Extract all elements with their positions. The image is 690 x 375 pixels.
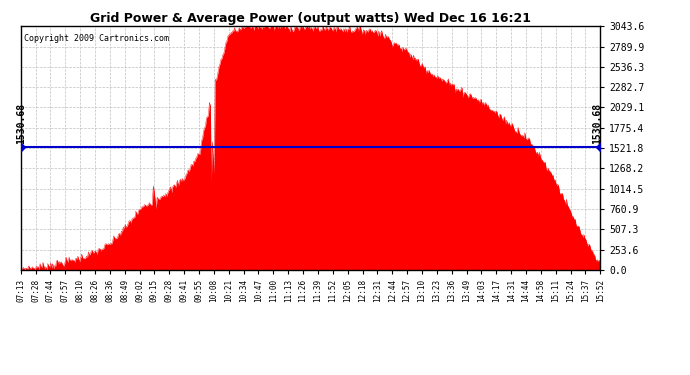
Text: Copyright 2009 Cartronics.com: Copyright 2009 Cartronics.com <box>23 34 168 43</box>
Text: 1530.68: 1530.68 <box>592 103 602 144</box>
Title: Grid Power & Average Power (output watts) Wed Dec 16 16:21: Grid Power & Average Power (output watts… <box>90 12 531 25</box>
Text: 1530.68: 1530.68 <box>16 103 26 144</box>
